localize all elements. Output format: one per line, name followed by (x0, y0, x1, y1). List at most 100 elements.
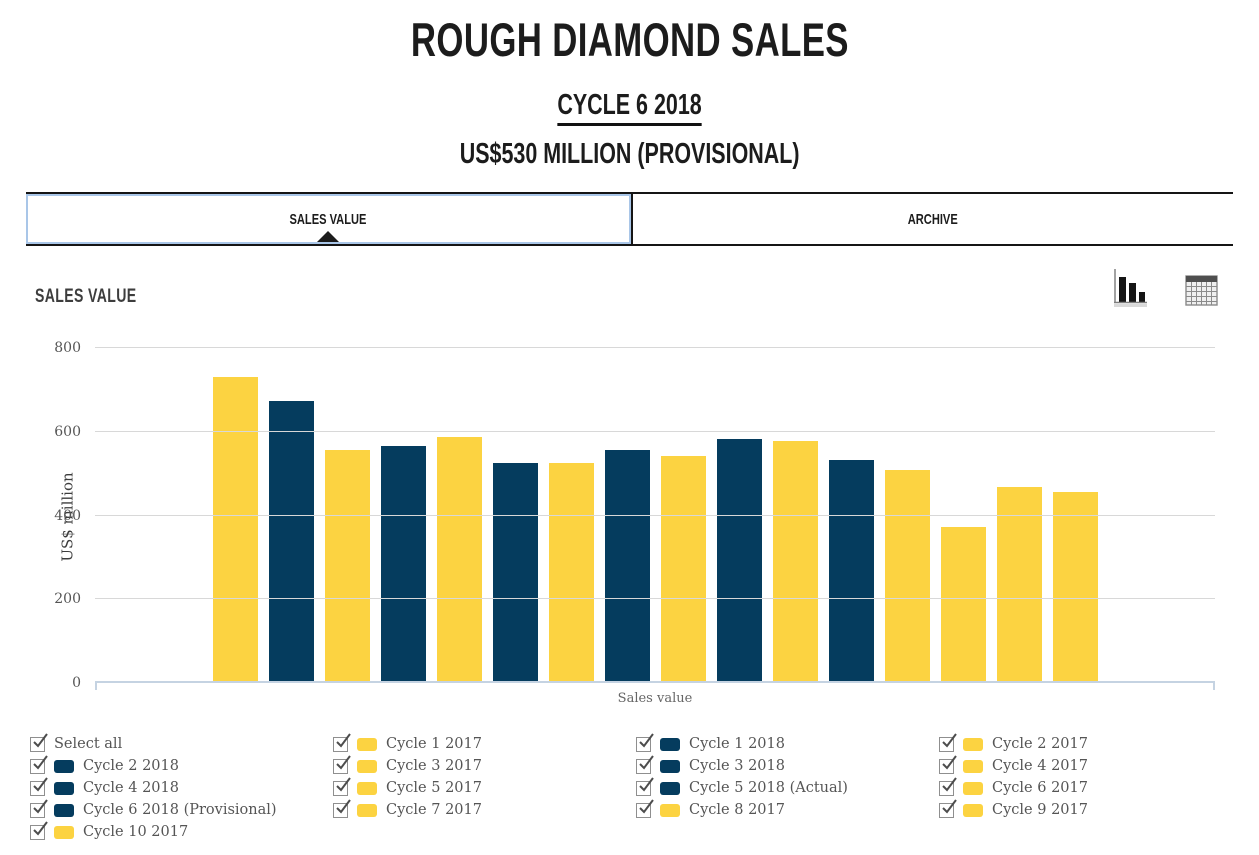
checkbox-icon[interactable] (30, 776, 48, 796)
bar-cycle-10-2017 (1052, 491, 1098, 682)
tab-archive-label: ARCHIVE (907, 210, 958, 228)
checkbox-icon[interactable] (636, 732, 654, 752)
legend-item-label: Cycle 2 2017 (992, 736, 1088, 752)
series-swatch-icon (660, 803, 680, 817)
series-swatch-icon (963, 803, 983, 817)
legend-item-label: Cycle 3 2018 (689, 758, 785, 774)
bar-cycle-5-2018-actual (716, 438, 762, 682)
checkbox-icon[interactable] (30, 754, 48, 774)
legend-item-label: Cycle 3 2017 (386, 758, 482, 774)
y-tick-200: 200 (54, 591, 81, 608)
legend-item-cycle-3-2017[interactable]: Cycle 3 2017 (333, 754, 636, 774)
page-title: ROUGH DIAMOND SALES (410, 13, 849, 66)
checkbox-icon[interactable] (333, 798, 351, 818)
section-header: SALES VALUE (35, 266, 1219, 308)
table-icon[interactable] (1185, 275, 1219, 308)
bar-cycle-4-2018 (604, 450, 650, 682)
checkbox-icon[interactable] (333, 732, 351, 752)
legend-item-label: Cycle 5 2018 (Actual) (689, 780, 848, 796)
checkbox-icon[interactable] (636, 776, 654, 796)
legend-item-label: Cycle 5 2017 (386, 780, 482, 796)
bar-cycle-4-2017 (548, 463, 594, 682)
tab-bar: SALES VALUE ARCHIVE (26, 192, 1233, 246)
checkbox-icon[interactable] (636, 754, 654, 774)
axis-right-tick (1213, 683, 1215, 690)
legend-item-cycle-10-2017[interactable]: Cycle 10 2017 (30, 820, 333, 840)
legend-item-cycle-6-2018-provisional[interactable]: Cycle 6 2018 (Provisional) (30, 798, 333, 818)
amount-heading: US$530 MILLION (PROVISIONAL) (459, 138, 800, 170)
checkbox-icon[interactable] (939, 776, 957, 796)
legend-item-label: Cycle 4 2018 (83, 780, 179, 796)
bar-cycle-6-2017 (772, 440, 818, 682)
legend-item-cycle-9-2017[interactable]: Cycle 9 2017 (939, 798, 1229, 818)
checkbox-icon[interactable] (30, 820, 48, 840)
chart-legend: Select all Cycle 1 2017 Cycle 1 2018 Cycle … (30, 732, 1259, 840)
legend-item-cycle-2-2017[interactable]: Cycle 2 2017 (939, 732, 1229, 752)
legend-item-label: Cycle 6 2017 (992, 780, 1088, 796)
series-swatch-icon (357, 781, 377, 795)
legend-item-cycle-4-2018[interactable]: Cycle 4 2018 (30, 776, 333, 796)
legend-item-cycle-1-2018[interactable]: Cycle 1 2018 (636, 732, 939, 752)
series-swatch-icon (54, 781, 74, 795)
legend-item-label: Cycle 1 2018 (689, 736, 785, 752)
bar-cycle-7-2017 (884, 469, 930, 682)
axis-left-tick (95, 683, 97, 690)
legend-item-label: Cycle 2 2018 (83, 758, 179, 774)
bar-cycle-9-2017 (996, 486, 1042, 682)
bar-cycle-5-2017 (660, 455, 706, 682)
section-heading: SALES VALUE (35, 286, 137, 307)
series-swatch-icon (963, 781, 983, 795)
checkbox-icon[interactable] (939, 732, 957, 752)
checkbox-icon[interactable] (30, 732, 48, 752)
bar-chart-icon[interactable] (1109, 266, 1149, 308)
gridline-600 (95, 430, 1215, 432)
series-swatch-icon (660, 737, 680, 751)
legend-item-label: Cycle 7 2017 (386, 802, 482, 818)
checkbox-icon[interactable] (333, 776, 351, 796)
bar-cycle-2-2018 (380, 446, 426, 682)
checkbox-icon[interactable] (939, 798, 957, 818)
sales-value-bar-chart: US$ million 0 200 400 600 800 (54, 340, 1215, 691)
bar-cycle-6-2018-provisional (828, 460, 874, 682)
legend-item-cycle-8-2017[interactable]: Cycle 8 2017 (636, 798, 939, 818)
checkbox-icon[interactable] (30, 798, 48, 818)
legend-item-cycle-1-2017[interactable]: Cycle 1 2017 (333, 732, 636, 752)
legend-item-label: Cycle 8 2017 (689, 802, 785, 818)
series-swatch-icon (357, 737, 377, 751)
y-tick-800: 800 (54, 340, 81, 356)
gridline-200 (95, 598, 1215, 600)
legend-item-cycle-7-2017[interactable]: Cycle 7 2017 (333, 798, 636, 818)
bar-cycle-2-2017 (324, 450, 370, 682)
series-swatch-icon (963, 737, 983, 751)
bar-cycle-1-2018 (268, 400, 314, 682)
legend-item-cycle-5-2018-actual[interactable]: Cycle 5 2018 (Actual) (636, 776, 939, 796)
checkbox-icon[interactable] (939, 754, 957, 774)
bar-cycle-8-2017 (940, 527, 986, 682)
legend-item-cycle-2-2018[interactable]: Cycle 2 2018 (30, 754, 333, 774)
series-swatch-icon (963, 759, 983, 773)
checkbox-icon[interactable] (636, 798, 654, 818)
tab-sales-value[interactable]: SALES VALUE (26, 194, 631, 244)
series-swatch-icon (54, 825, 74, 839)
cycle-heading: CYCLE 6 2018 (0, 89, 1259, 126)
y-tick-0: 0 (72, 675, 81, 691)
legend-item-cycle-6-2017[interactable]: Cycle 6 2017 (939, 776, 1229, 796)
tab-archive[interactable]: ARCHIVE (630, 194, 1233, 244)
series-swatch-icon (660, 781, 680, 795)
gridline-800 (95, 347, 1215, 348)
legend-item-cycle-5-2017[interactable]: Cycle 5 2017 (333, 776, 636, 796)
y-tick-400: 400 (54, 507, 81, 524)
bar-group (95, 376, 1215, 682)
legend-item-select-all[interactable]: Select all (30, 732, 333, 752)
checkbox-icon[interactable] (333, 754, 351, 774)
legend-item-label: Cycle 1 2017 (386, 736, 482, 752)
legend-item-cycle-3-2018[interactable]: Cycle 3 2018 (636, 754, 939, 774)
series-swatch-icon (357, 803, 377, 817)
legend-item-label: Cycle 10 2017 (83, 824, 189, 840)
legend-item-cycle-4-2017[interactable]: Cycle 4 2017 (939, 754, 1229, 774)
series-swatch-icon (54, 803, 74, 817)
page-header: ROUGH DIAMOND SALES CYCLE 6 2018 US$530 … (0, 12, 1259, 171)
legend-item-label: Cycle 6 2018 (Provisional) (83, 802, 277, 818)
legend-item-label: Select all (54, 736, 123, 752)
bar-cycle-1-2017 (212, 376, 258, 682)
